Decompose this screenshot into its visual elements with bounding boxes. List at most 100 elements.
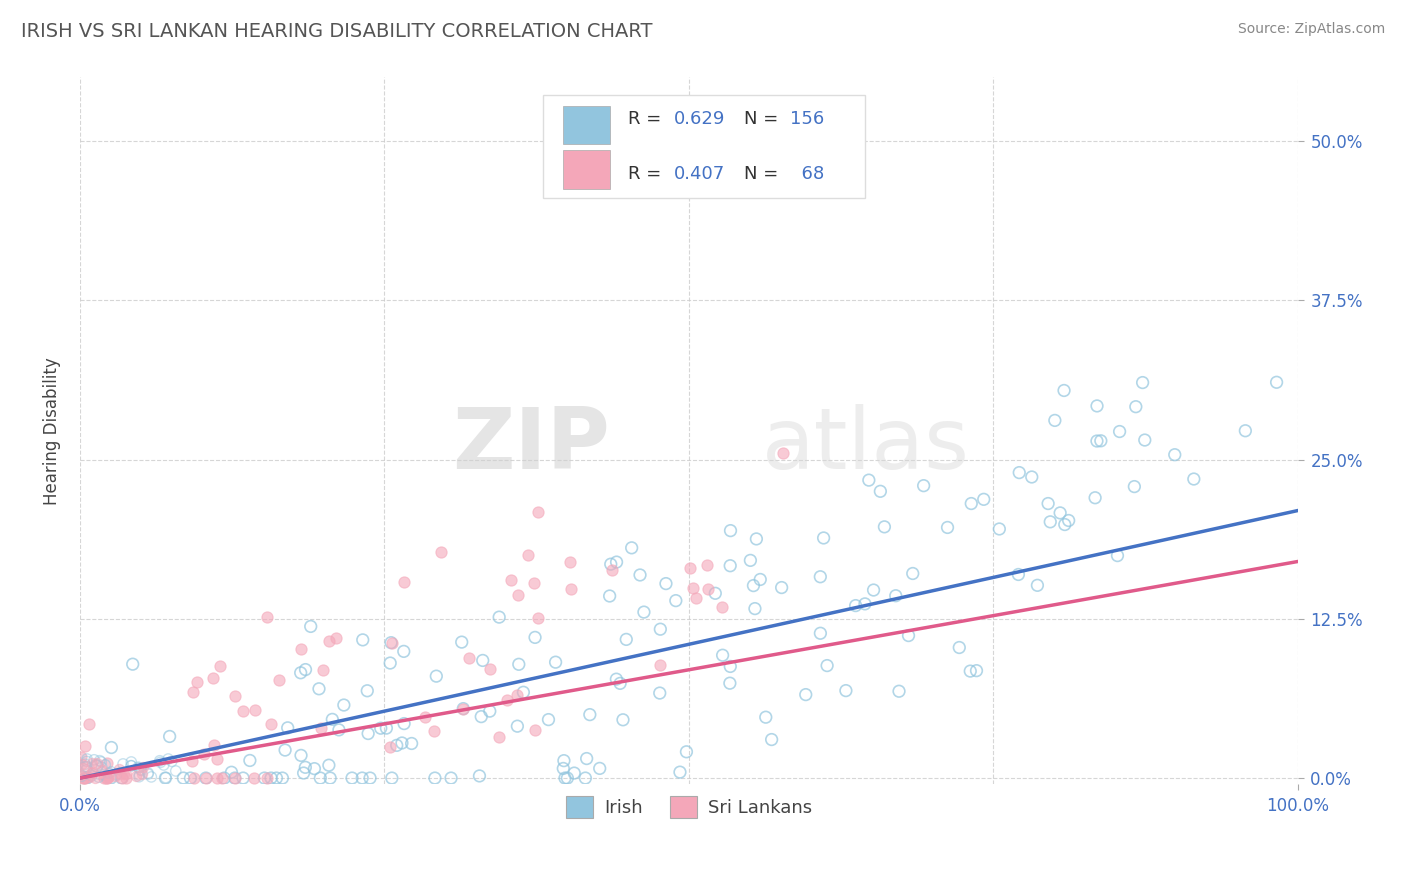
Point <box>553 754 575 768</box>
Point <box>112 767 135 781</box>
Point <box>271 771 294 785</box>
Point <box>309 771 332 785</box>
Point <box>478 704 501 718</box>
Point <box>159 730 181 744</box>
Point <box>675 745 697 759</box>
Point <box>862 582 884 597</box>
Point <box>120 759 142 773</box>
Point <box>80 769 103 783</box>
Point <box>499 573 522 587</box>
Point <box>1008 466 1031 480</box>
Point <box>381 771 404 785</box>
Point <box>1133 433 1156 447</box>
Point <box>253 771 276 785</box>
Point <box>340 771 363 785</box>
Point <box>86 759 108 773</box>
FancyBboxPatch shape <box>543 95 866 198</box>
Text: N =: N = <box>744 110 783 128</box>
Point <box>612 713 634 727</box>
Point <box>239 754 262 768</box>
Point <box>84 771 107 785</box>
Point <box>214 771 236 785</box>
Text: 0.407: 0.407 <box>675 165 725 183</box>
Point <box>304 762 326 776</box>
Text: 0.629: 0.629 <box>675 110 725 128</box>
Point <box>205 751 228 765</box>
Point <box>628 568 651 582</box>
Point <box>149 756 172 770</box>
Point <box>80 764 103 779</box>
Point <box>124 768 146 782</box>
Point <box>554 771 576 785</box>
Point <box>835 683 858 698</box>
Point <box>506 688 529 702</box>
Point <box>1026 578 1049 592</box>
Point <box>312 664 335 678</box>
Point <box>685 591 707 605</box>
Point <box>83 753 105 767</box>
Point <box>720 524 742 538</box>
Point <box>328 723 350 737</box>
Point <box>966 664 988 678</box>
Point <box>195 771 218 785</box>
Point <box>1085 434 1108 448</box>
Point <box>111 771 134 785</box>
Point <box>440 771 463 785</box>
Point <box>479 662 502 676</box>
Point <box>100 764 122 779</box>
Point <box>359 771 381 785</box>
Point <box>897 629 920 643</box>
FancyBboxPatch shape <box>564 151 610 188</box>
Point <box>107 762 129 776</box>
Point <box>710 600 733 615</box>
Point <box>1007 567 1029 582</box>
Point <box>858 473 880 487</box>
Point <box>1039 515 1062 529</box>
Point <box>224 689 246 703</box>
Point <box>82 756 104 771</box>
Point <box>901 566 924 581</box>
Point <box>318 758 340 772</box>
Point <box>128 770 150 784</box>
Point <box>655 576 678 591</box>
Point <box>1132 376 1154 390</box>
Point <box>181 754 204 768</box>
Point <box>808 570 831 584</box>
Point <box>560 555 582 569</box>
Point <box>665 593 688 607</box>
Point <box>508 657 530 672</box>
Point <box>75 759 97 773</box>
Point <box>845 599 868 613</box>
Point <box>73 771 96 785</box>
Point <box>299 619 322 633</box>
Point <box>131 767 153 781</box>
Point <box>141 770 163 784</box>
Point <box>579 707 602 722</box>
Point <box>127 760 149 774</box>
Point <box>90 768 112 782</box>
Point <box>375 721 398 735</box>
Point <box>294 760 316 774</box>
Point <box>884 589 907 603</box>
Point <box>553 761 575 775</box>
Point <box>380 635 402 649</box>
Point <box>1234 424 1257 438</box>
Point <box>1049 506 1071 520</box>
Point <box>1036 497 1059 511</box>
Point <box>1164 448 1187 462</box>
Point <box>172 771 194 785</box>
Point <box>72 771 94 785</box>
Point <box>516 548 538 562</box>
Point <box>294 663 316 677</box>
Point <box>357 726 380 740</box>
Point <box>468 769 491 783</box>
Point <box>527 505 550 519</box>
Point <box>132 760 155 774</box>
Point <box>740 553 762 567</box>
Text: N =: N = <box>744 165 783 183</box>
Point <box>574 771 596 785</box>
Point <box>120 755 142 769</box>
Point <box>873 520 896 534</box>
Point <box>260 717 283 731</box>
Point <box>232 704 254 718</box>
